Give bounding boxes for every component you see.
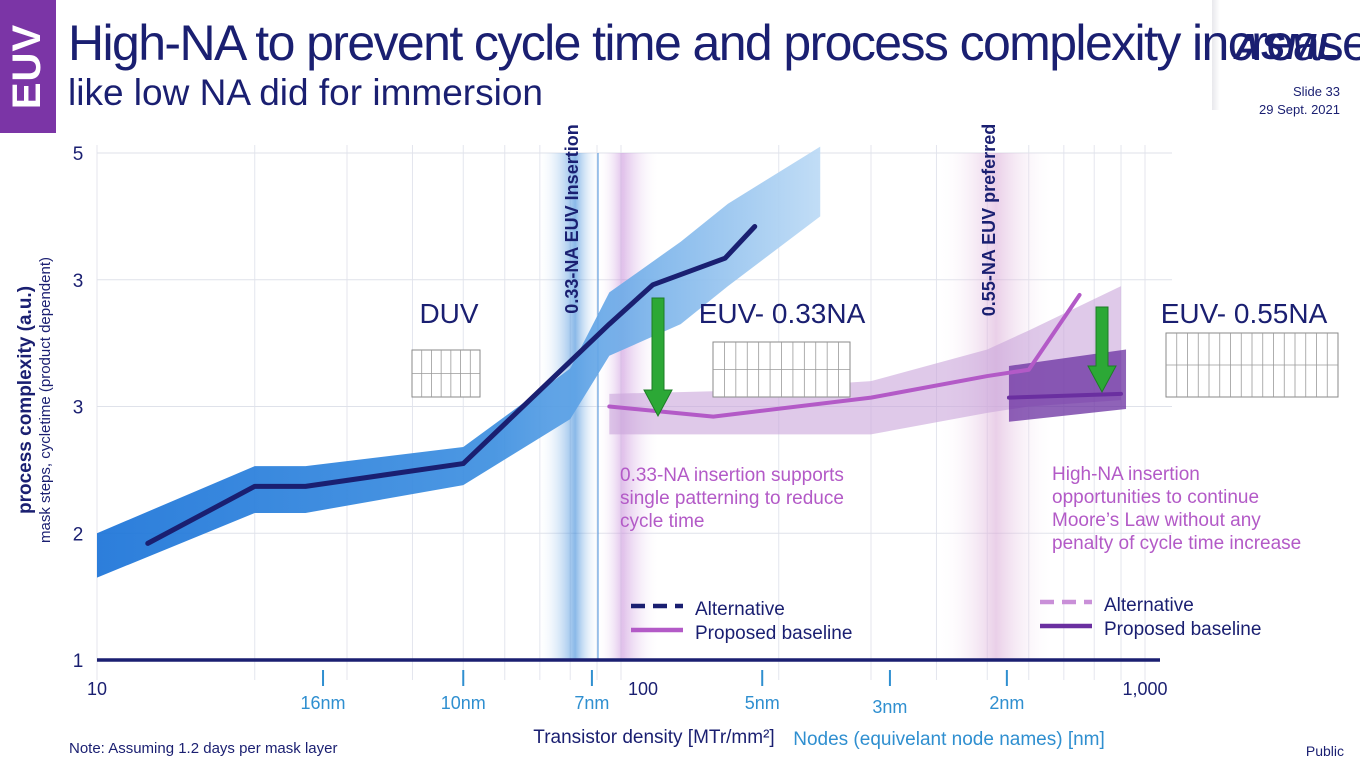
duv-euv-blue-band [97, 146, 821, 578]
node-tick-label: 16nm [301, 693, 346, 713]
legend-left-baseline-label: Proposed baseline [695, 623, 852, 644]
green-arrow-055 [1087, 306, 1117, 394]
node-tick-label: 5nm [745, 693, 780, 713]
bands [97, 146, 1127, 660]
footnote: Note: Assuming 1.2 days per mask layer [69, 740, 338, 757]
y-axis-sublabel: mask steps, cycletime (product dependent… [37, 257, 54, 543]
annotation-line: High-NA insertion [1052, 464, 1200, 485]
series-line-2 [1006, 391, 1124, 400]
y-tick-label: 5 [73, 144, 84, 165]
series-line-0 [145, 224, 758, 546]
insertion-label-055: 0.55-NA EUV preferred [979, 124, 999, 316]
data-marks [97, 224, 1160, 662]
region-label: EUV- 0.55NA [1161, 298, 1328, 329]
x-axis-label: Transistor density [MTr/mm²] [533, 727, 774, 748]
node-tick-label: 3nm [872, 697, 907, 717]
y-tick-label: 3 [73, 398, 84, 419]
node-tick-label: 10nm [441, 693, 486, 713]
slide-date: 29 Sept. 2021 [1259, 102, 1340, 117]
page-title: High-NA to prevent cycle time and proces… [68, 15, 1360, 71]
y-tick-label: 2 [73, 524, 84, 545]
annotation-line: penalty of cycle time increase [1052, 533, 1301, 554]
y-tick-label: 3 [73, 271, 84, 292]
legend-right-baseline-label: Proposed baseline [1104, 619, 1261, 640]
header-divider [1212, 0, 1220, 110]
y-tick-label: 1 [73, 651, 84, 672]
series-line-1 [607, 292, 1082, 419]
x-tick-label: 1,000 [1122, 679, 1167, 699]
classification-label: Public [1305, 743, 1344, 759]
x2-axis-label: Nodes (equivelant node names) [nm] [793, 729, 1105, 750]
euv-033-tool-illustration [712, 341, 851, 398]
y-axis-label: process complexity (a.u.) [15, 286, 36, 514]
asml-logo: ASML [1234, 26, 1340, 67]
node-tick-label: 7nm [574, 693, 609, 713]
euv-055-tool-illustration [1165, 332, 1339, 398]
euv-badge: EUV [0, 0, 56, 133]
tool-illustrations [411, 332, 1339, 398]
x-tick-label: 10 [87, 679, 107, 699]
page-subtitle: like low NA did for immersion [68, 72, 543, 113]
x-tick-label: 100 [628, 679, 658, 699]
annotation-line: opportunities to continue [1052, 487, 1259, 508]
legend-left-alternative-label: Alternative [695, 599, 785, 620]
annotation-033: 0.33-NA insertion supports single pattern… [620, 465, 844, 532]
insertion-label-033: 0.33-NA EUV Insertion [562, 124, 582, 313]
duv-tool-illustration [411, 349, 481, 398]
node-tick-label: 2nm [989, 693, 1024, 713]
region-label: EUV- 0.33NA [699, 298, 866, 329]
annotation-line: Moore’s Law without any [1052, 510, 1261, 531]
annotation-line: single patterning to reduce [620, 488, 844, 509]
legend-right-alternative-label: Alternative [1104, 595, 1194, 616]
chart-labels: 1 2 3 3 5 10 100 1,000 16nm 10nm 7nm 5nm 3nm 2nm Trans… [15, 124, 1328, 750]
green-arrow-033 [643, 297, 673, 418]
annotation-line: 0.33-NA insertion supports [620, 465, 844, 486]
annotation-line: cycle time [620, 511, 704, 532]
slide-number: Slide 33 [1293, 84, 1340, 99]
annotation-055: High-NA insertion opportunities to contin… [1052, 464, 1301, 554]
region-label: DUV [419, 298, 478, 329]
